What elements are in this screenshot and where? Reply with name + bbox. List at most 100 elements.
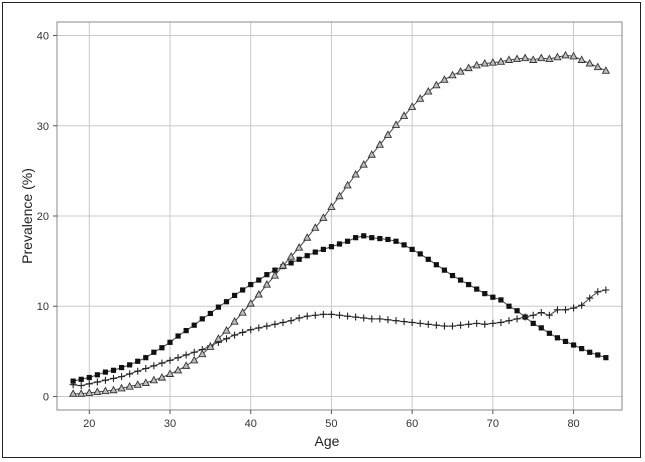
- grid-lines: [57, 22, 622, 410]
- data-point: [133, 380, 142, 388]
- data-point: [182, 351, 190, 359]
- chart-frame: [2, 2, 641, 458]
- data-point: [441, 267, 448, 273]
- data-point: [367, 150, 376, 158]
- data-point: [433, 262, 439, 268]
- data-point: [545, 54, 554, 63]
- data-point: [595, 352, 601, 358]
- data-point: [344, 312, 352, 320]
- data-point: [78, 376, 84, 382]
- data-point: [407, 102, 417, 110]
- data-point: [376, 315, 384, 323]
- data-point: [432, 80, 441, 89]
- data-point: [586, 294, 594, 302]
- data-point: [150, 362, 158, 370]
- data-point: [351, 169, 360, 178]
- data-point: [151, 349, 157, 355]
- data-point: [409, 246, 415, 252]
- data-point: [101, 386, 110, 395]
- data-point: [593, 62, 602, 71]
- data-point: [400, 318, 408, 326]
- x-axis-title: Age: [315, 433, 340, 449]
- data-point: [360, 314, 368, 322]
- data-point: [214, 334, 223, 342]
- data-point: [110, 367, 117, 373]
- data-point: [223, 299, 230, 305]
- data-point: [165, 369, 175, 377]
- data-point: [537, 309, 545, 317]
- data-point: [569, 51, 578, 60]
- data-point: [278, 261, 288, 269]
- data-point: [497, 318, 505, 326]
- data-point: [173, 365, 183, 374]
- data-point: [570, 342, 577, 348]
- data-point: [231, 331, 239, 339]
- series-layer: [68, 50, 611, 397]
- data-point: [440, 322, 448, 330]
- x-axis-ticks: 20 30 40 50 60 70 80: [83, 410, 580, 430]
- data-point: [247, 326, 255, 334]
- data-point: [311, 223, 320, 231]
- x-tick-label: 80: [567, 418, 579, 430]
- data-point: [223, 335, 230, 343]
- data-point: [303, 233, 312, 241]
- data-point: [149, 375, 159, 384]
- data-point: [391, 120, 401, 128]
- series-square: [70, 233, 609, 384]
- data-point: [449, 272, 456, 279]
- data-point: [385, 236, 391, 243]
- data-point: [190, 348, 198, 356]
- series-triangle: [68, 50, 611, 397]
- data-point: [481, 320, 489, 328]
- y-tick-label: 10: [37, 301, 49, 313]
- data-point: [263, 322, 271, 330]
- data-point: [94, 372, 100, 378]
- data-point: [466, 281, 472, 288]
- data-point: [424, 86, 433, 95]
- data-point: [465, 320, 473, 328]
- data-point: [417, 251, 423, 257]
- y-tick-label: 20: [37, 211, 49, 223]
- x-tick-label: 40: [245, 418, 257, 430]
- data-point: [513, 315, 521, 323]
- data-point: [602, 286, 610, 294]
- data-point: [118, 364, 125, 371]
- data-point: [480, 58, 489, 67]
- data-point: [222, 326, 231, 334]
- data-point: [93, 387, 102, 396]
- data-point: [175, 333, 181, 339]
- data-point: [514, 308, 520, 314]
- data-point: [320, 246, 326, 252]
- data-point: [286, 252, 296, 260]
- data-point: [141, 378, 150, 386]
- x-tick-label: 70: [487, 418, 499, 430]
- data-point: [215, 304, 222, 310]
- data-point: [384, 316, 392, 324]
- data-point: [562, 338, 569, 345]
- data-point: [399, 111, 409, 119]
- data-point: [352, 313, 360, 321]
- data-point: [166, 356, 174, 364]
- data-point: [383, 130, 393, 138]
- data-point: [425, 256, 431, 262]
- data-point: [125, 382, 134, 390]
- data-point: [472, 60, 481, 69]
- data-point: [327, 202, 336, 211]
- data-point: [344, 238, 351, 244]
- data-point: [361, 233, 367, 239]
- data-point: [521, 313, 529, 321]
- data-point: [270, 271, 280, 279]
- data-point: [117, 383, 126, 392]
- data-point: [254, 289, 263, 298]
- y-tick-label: 40: [37, 31, 49, 43]
- data-point: [520, 53, 530, 62]
- data-point: [416, 94, 425, 102]
- data-point: [68, 389, 78, 397]
- data-point: [167, 339, 173, 345]
- data-point: [336, 241, 343, 247]
- data-point: [368, 315, 376, 323]
- data-point: [279, 318, 287, 326]
- data-point: [191, 322, 197, 328]
- data-point: [401, 242, 407, 248]
